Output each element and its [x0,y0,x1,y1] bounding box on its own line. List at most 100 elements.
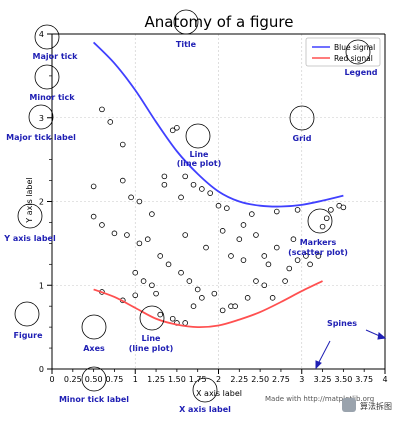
scatter-markers [90,106,347,326]
legend-marker-circle [345,39,371,65]
scatter-point-2 [119,141,126,148]
line-plot-marker-circle-top [185,123,211,149]
legend-blue-label: Blue signal [334,43,375,52]
scatter-point-21 [224,205,230,212]
spines-arrows [315,329,387,370]
scatter-point-44 [140,278,147,284]
scatter-point-45 [153,290,159,297]
spine-arrowhead-right [377,332,387,340]
scatter-point-16 [182,232,189,238]
watermark-logo-icon [342,398,356,412]
scatter-point-69 [240,257,247,263]
line-plot-marker-circle-bottom [139,305,165,331]
x-minor-tick-label-11: 3.75 [355,375,373,384]
scatter-point-28 [261,253,268,259]
scatter-point-27 [253,232,259,238]
scatter-point-61 [149,282,155,289]
scatter-point-12 [161,173,168,180]
x-minor-tick-label-8: 2.75 [272,375,290,384]
major-tick-marker-circle [34,24,60,50]
scatter-point-5 [128,194,134,201]
scatter-point-23 [228,253,234,259]
title-marker-circle [173,9,199,35]
scatter-point-70 [261,282,268,289]
x-minor-tick-label-10: 3.50 [334,375,352,384]
scatter-point-55 [232,303,238,309]
callout-axes: Axes [83,344,105,353]
x-axis-label-marker-circle [192,377,218,403]
callout-markers-sub: (scatter plot) [288,248,348,257]
y-axis-label: Y axis label [25,177,34,223]
scatter-point-18 [199,186,205,192]
callout-line-top-sub: (line plot) [177,159,222,168]
callout-figure: Figure [14,331,44,340]
watermark-text: 算法拆图 [360,401,392,411]
x-minor-tick-label-5: 1.75 [189,375,207,384]
scatter-point-66 [178,269,184,276]
scatter-point-13 [169,127,176,134]
x-minor-tick-label-4: 1.50 [168,375,186,384]
scatter-point-39 [328,207,334,213]
scatter-point-37 [315,253,322,259]
scatter-point-14 [174,125,180,131]
scatter-point-42 [323,215,330,222]
scatter-point-75 [273,208,280,215]
callout-major-tick-label: Major tick label [6,133,76,142]
scatter-point-11 [149,211,155,217]
scatter-point-73 [178,194,184,201]
axes: 0 1 2 3 4 0.25 0.50 0.75 1.25 1.50 1.75 2.25 2.50 2.7… [39,30,388,384]
y-major-tick-label-2: 2 [39,198,44,207]
minor-tick-label-marker-circle [81,366,107,392]
scatter-point-52 [211,290,218,297]
scatter-point-9 [136,240,143,247]
x-minor-tick-label-9: 3.25 [314,375,332,384]
scatter-point-35 [303,253,309,259]
callout-x-axis-label: X axis label [179,405,231,414]
callout-y-axis-label: Y axis label [3,234,56,243]
series-line-1 [93,280,323,329]
legend-frame [305,37,381,67]
scatter-point-25 [240,222,247,228]
callout-minor-tick-label: Minor tick label [59,395,129,404]
series-line-0 [92,41,344,208]
scatter-point-57 [253,278,259,284]
scatter-point-32 [286,265,293,272]
callout-title: Title [176,40,197,49]
x-minor-tick-label-0: 0.25 [64,375,82,384]
y-major-tick-label-1: 1 [39,281,44,290]
grid [52,34,385,369]
scatter-point-62 [136,198,143,205]
annotation-circles [14,9,371,403]
scatter-point-1 [107,119,114,125]
callout-line-bottom: Line [142,334,162,343]
scatter-point-33 [290,236,297,242]
credit-text: Made with http://matplotlib.org [265,395,374,403]
scatter-point-76 [294,207,301,213]
spine-arrow-bottom [317,340,331,365]
x-axis-label: X axis label [196,389,242,398]
scatter-point-65 [165,261,172,268]
scatter-point-71 [269,295,276,301]
callout-spines: Spines [327,319,357,328]
line-series [92,41,344,329]
minor-tick-marker-circle [34,64,60,90]
y-major-tick-label-0: 0 [39,365,44,374]
scatter-point-38 [319,223,326,230]
scatter-point-56 [244,295,251,301]
scatter-point-60 [132,292,139,299]
scatter-point-34 [294,257,301,263]
scatter-point-30 [273,244,280,251]
spine-arrowhead-bottom [315,360,322,370]
callout-labels: Title Major tick Minor tick Major tick l… [3,40,378,414]
x-major-tick-label-4: 4 [382,375,387,384]
scatter-point-15 [182,173,189,180]
scatter-point-3 [119,177,126,184]
callout-legend: Legend [344,68,377,77]
x-ticks: 0 1 2 3 4 0.25 0.50 0.75 1.25 1.50 1.75 2.25 2.50 2.7… [49,369,388,384]
scatter-point-8 [124,232,130,238]
scatter-point-63 [144,236,151,242]
x-minor-tick-label-1: 0.50 [85,375,103,384]
chart-title: Anatomy of a figure [144,13,293,31]
x-major-tick-label-0: 0 [49,375,54,384]
scatter-point-72 [161,181,168,188]
